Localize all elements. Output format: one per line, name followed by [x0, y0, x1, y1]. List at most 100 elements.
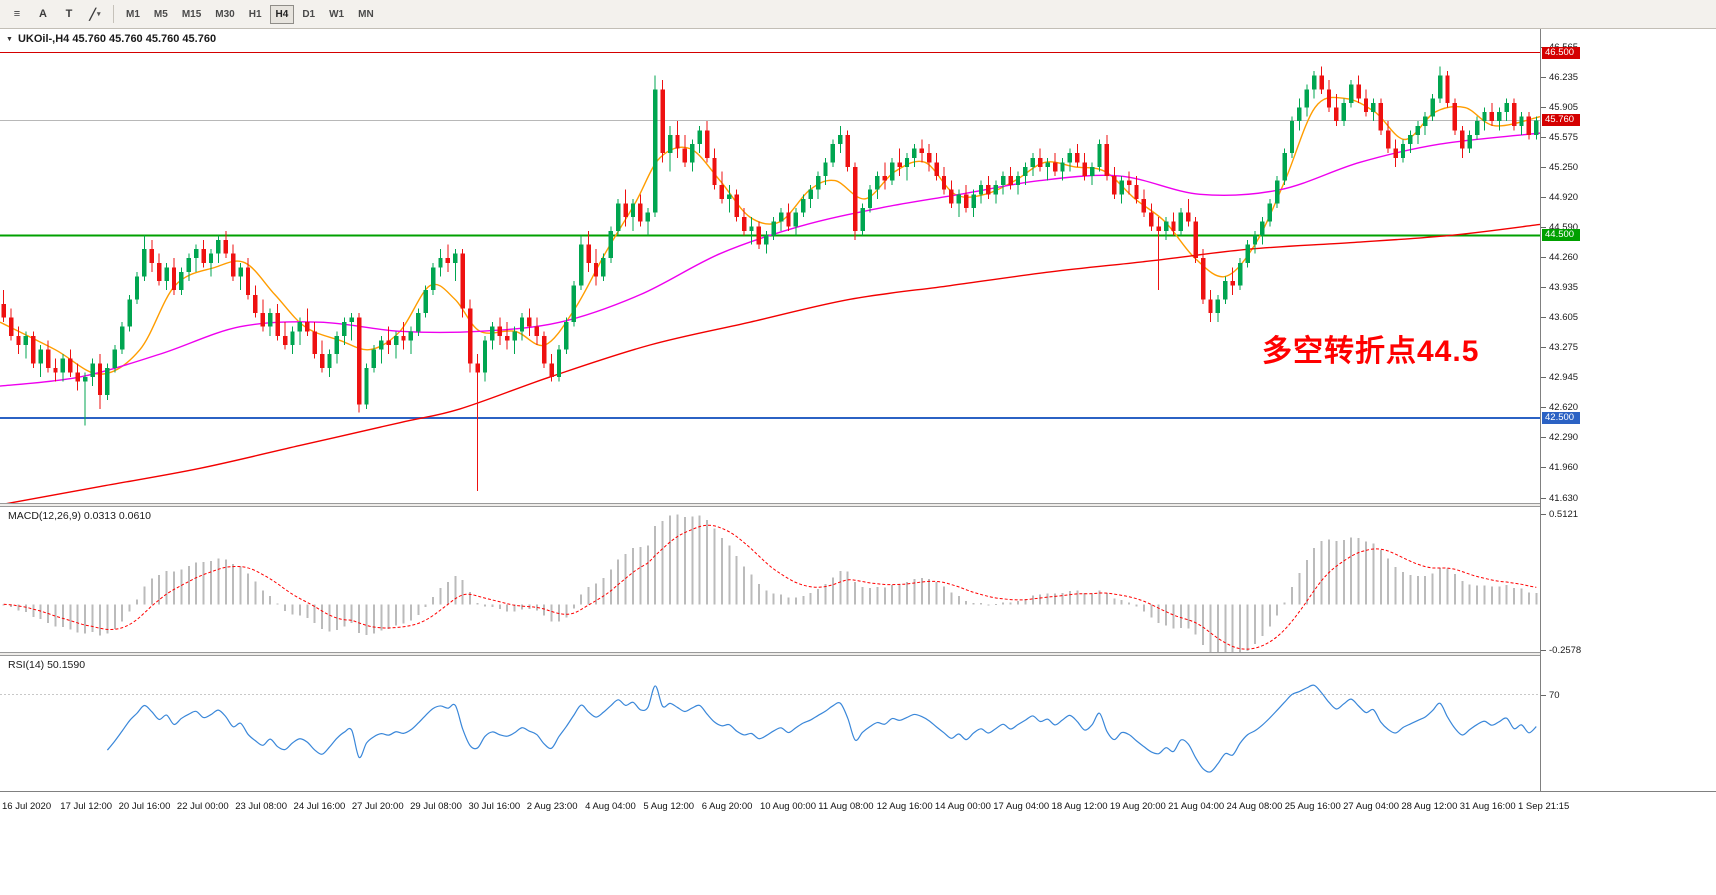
- text-annotation-icon[interactable]: A: [39, 8, 47, 20]
- timeframe-button-h1[interactable]: H1: [243, 5, 268, 24]
- macd-histogram-bar: [935, 581, 938, 605]
- symbol-dropdown-icon[interactable]: ▼: [6, 35, 13, 43]
- timeframe-button-w1[interactable]: W1: [323, 5, 350, 24]
- time-axis-label: 18 Aug 12:00: [1051, 801, 1108, 812]
- candle-down: [231, 253, 236, 277]
- timeframe-button-m5[interactable]: M5: [148, 5, 174, 24]
- candle-down: [1171, 221, 1176, 231]
- panel-divider[interactable]: [0, 503, 1716, 507]
- price-badge-46.500: 46.500: [1542, 46, 1580, 59]
- macd-histogram-bar: [1091, 593, 1094, 605]
- macd-histogram-bar: [350, 604, 353, 623]
- candle-down: [1445, 75, 1450, 103]
- candle-up: [1237, 262, 1243, 286]
- candle-down: [1386, 130, 1391, 149]
- macd-histogram-bar: [972, 602, 975, 605]
- macd-histogram-bar: [106, 604, 109, 634]
- macd-histogram-bar: [624, 553, 627, 605]
- rsi-panel[interactable]: [0, 656, 1540, 791]
- toolbar: ≡ A T ╱ ▾ M1 M5 M15 M30 H1 H4 D1 W1 MN: [0, 0, 1716, 29]
- macd-histogram-bar: [617, 559, 620, 605]
- macd-histogram-bar: [1290, 587, 1293, 605]
- candle-up: [82, 376, 88, 382]
- price-scale[interactable]: 46.56546.23545.90545.57545.25044.92044.5…: [1540, 29, 1716, 791]
- timeframe-button-m15[interactable]: M15: [176, 5, 207, 24]
- timeframe-button-mn[interactable]: MN: [352, 5, 380, 24]
- candle-down: [1363, 98, 1369, 113]
- scale-tick: [1541, 513, 1546, 515]
- candle-up: [645, 212, 651, 222]
- timeframe-button-group: M1 M5 M15 M30 H1 H4 D1 W1 MN: [119, 4, 381, 24]
- candle-up: [1260, 221, 1265, 236]
- candle-down: [1075, 153, 1080, 163]
- macd-histogram-bar: [313, 604, 316, 624]
- candle-down: [1186, 212, 1191, 222]
- candle-down: [312, 331, 317, 355]
- timeframe-button-m30[interactable]: M30: [209, 5, 240, 24]
- candle-up: [823, 162, 828, 177]
- candle-up: [1030, 157, 1036, 167]
- candle-down: [986, 185, 991, 195]
- candle-down: [1193, 221, 1198, 259]
- macd-histogram-bar: [446, 581, 449, 605]
- candle-down: [786, 212, 791, 227]
- toolbar-icon-group: ≡ A T ╱ ▾: [4, 3, 108, 25]
- time-axis-label: 23 Jul 08:00: [235, 801, 287, 812]
- candle-up: [1297, 107, 1302, 122]
- timeframe-button-h4[interactable]: H4: [269, 4, 295, 24]
- macd-histogram-bar: [343, 604, 346, 627]
- toolbar-separator: [113, 5, 114, 23]
- candle-down: [712, 157, 717, 186]
- macd-histogram-bar: [69, 604, 72, 630]
- price-scale-label: 42.620: [1549, 402, 1579, 414]
- candle-up: [1274, 180, 1280, 204]
- candle-up: [60, 358, 66, 373]
- time-axis-label: 20 Jul 16:00: [118, 801, 171, 812]
- candle-up: [1534, 120, 1539, 135]
- macd-histogram-bar: [1231, 604, 1234, 652]
- candle-down: [1334, 107, 1339, 122]
- scale-tick: [1541, 76, 1546, 78]
- time-axis[interactable]: 16 Jul 2020 17 Jul 12:00 20 Jul 16:00 22 Ju…: [0, 791, 1716, 820]
- drawing-tools-icon[interactable]: ╱ ▾: [89, 8, 101, 21]
- timeframe-button-d1[interactable]: D1: [296, 5, 321, 24]
- candle-down: [504, 335, 510, 341]
- candle-down: [445, 258, 451, 263]
- macd-histogram-bar: [98, 604, 101, 636]
- macd-histogram-bar: [113, 604, 116, 630]
- macd-histogram-bar: [1357, 538, 1360, 605]
- candle-up: [616, 203, 621, 231]
- panel-divider[interactable]: [0, 652, 1716, 656]
- candle-down: [260, 313, 266, 327]
- candle-down: [75, 372, 80, 382]
- macd-histogram-bar: [891, 584, 894, 605]
- candle-down: [386, 340, 391, 345]
- candle-up: [978, 185, 984, 195]
- candle-down: [497, 326, 502, 336]
- candle-down: [1393, 148, 1398, 158]
- macd-histogram-bar: [195, 562, 198, 605]
- candle-up: [38, 349, 43, 364]
- macd-histogram-bar: [202, 562, 205, 605]
- candle-down: [1200, 258, 1206, 300]
- candle-up: [1119, 180, 1124, 195]
- price-scale-label: 43.275: [1549, 342, 1579, 354]
- macd-histogram-bar: [683, 516, 686, 605]
- macd-histogram-bar: [1142, 604, 1145, 612]
- main-chart-panel[interactable]: [0, 29, 1540, 503]
- macd-histogram-bar: [513, 604, 516, 612]
- candle-up: [1304, 89, 1309, 108]
- macd-histogram-bar: [1165, 604, 1168, 626]
- candle-down: [1082, 162, 1087, 177]
- macd-histogram-bar: [720, 538, 723, 605]
- candle-up: [1023, 166, 1028, 177]
- macd-histogram-bar: [913, 579, 916, 605]
- timeframe-button-m1[interactable]: M1: [120, 5, 146, 24]
- chart-list-icon[interactable]: ≡: [13, 8, 21, 20]
- macd-histogram-bar: [387, 604, 390, 629]
- macd-histogram-bar: [328, 604, 331, 632]
- macd-histogram-bar: [654, 525, 657, 605]
- text-tool-icon[interactable]: T: [65, 8, 73, 20]
- macd-panel[interactable]: [0, 507, 1540, 652]
- scale-tick: [1541, 197, 1546, 199]
